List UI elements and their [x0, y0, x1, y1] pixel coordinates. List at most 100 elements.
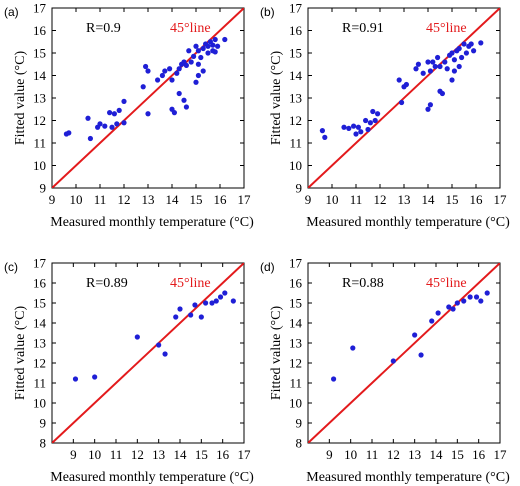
- x-tick-label: 14: [422, 192, 436, 207]
- reference-line-label: 45°line: [170, 21, 211, 36]
- x-axis-title: Measured monthly temperature (°C): [306, 470, 510, 485]
- x-axis-title: Measured monthly temperature (°C): [50, 470, 254, 485]
- y-tick-label: 17: [289, 1, 303, 16]
- data-point: [425, 59, 431, 65]
- x-tick-label: 9: [49, 192, 56, 207]
- data-point: [212, 36, 218, 43]
- data-point: [145, 111, 151, 117]
- data-point: [188, 59, 194, 65]
- data-point: [107, 110, 113, 116]
- x-tick-label: 17: [494, 447, 508, 462]
- x-tick-label: 13: [398, 192, 411, 207]
- panel-label: (a): [4, 5, 19, 19]
- reference-line-45: [52, 263, 244, 443]
- x-tick-label: 16: [470, 192, 484, 207]
- x-tick-label: 17: [238, 447, 252, 462]
- panel-label: (d): [260, 260, 275, 274]
- x-tick-label: 17: [238, 192, 252, 207]
- data-point: [353, 131, 359, 137]
- data-point: [425, 106, 431, 112]
- y-tick-label: 8: [296, 436, 303, 451]
- y-tick-label: 15: [289, 46, 302, 61]
- data-point: [174, 70, 180, 76]
- y-tick-label: 13: [33, 91, 46, 106]
- x-tick-label: 13: [408, 447, 421, 462]
- data-point: [456, 63, 462, 70]
- data-point: [415, 61, 421, 67]
- data-point: [463, 50, 469, 56]
- data-point: [467, 294, 473, 300]
- y-tick-label: 14: [33, 316, 47, 331]
- x-tick-label: 12: [374, 192, 387, 207]
- data-point: [191, 53, 197, 59]
- x-tick-label: 14: [166, 192, 180, 207]
- reference-line-label: 45°line: [426, 276, 467, 291]
- x-tick-label: 15: [190, 192, 203, 207]
- y-tick-label: 17: [289, 256, 303, 271]
- data-point: [213, 298, 219, 304]
- data-point: [116, 107, 122, 113]
- data-point: [473, 294, 480, 300]
- data-point: [176, 90, 182, 97]
- data-point: [399, 99, 405, 106]
- data-point: [456, 45, 462, 52]
- data-point: [370, 108, 376, 115]
- data-point: [145, 68, 151, 74]
- data-point: [193, 43, 199, 49]
- correlation-label: R=0.9: [86, 21, 121, 36]
- y-tick-label: 16: [33, 276, 47, 291]
- data-point: [183, 104, 189, 110]
- data-point: [198, 314, 204, 320]
- data-point: [217, 294, 224, 300]
- reference-line-label: 45°line: [170, 276, 211, 291]
- data-point: [192, 302, 198, 308]
- y-tick-label: 17: [33, 1, 47, 16]
- y-tick-label: 10: [33, 158, 46, 173]
- y-axis-title: Fitted value (°C): [13, 51, 28, 146]
- x-tick-label: 9: [326, 447, 333, 462]
- data-point: [372, 117, 378, 124]
- x-tick-label: 11: [350, 192, 363, 207]
- data-point: [450, 306, 456, 312]
- data-point: [92, 374, 98, 380]
- y-tick-label: 10: [289, 158, 302, 173]
- data-point: [439, 90, 445, 97]
- data-point: [173, 314, 179, 320]
- x-tick-label: 13: [142, 192, 155, 207]
- data-point: [200, 45, 206, 52]
- data-point: [193, 79, 199, 85]
- data-point: [109, 124, 115, 130]
- data-point: [198, 54, 204, 61]
- data-point: [403, 81, 409, 88]
- data-point: [156, 342, 162, 348]
- data-point: [435, 310, 441, 316]
- y-tick-label: 14: [289, 68, 303, 83]
- x-tick-label: 13: [152, 447, 165, 462]
- y-tick-label: 12: [33, 113, 46, 128]
- x-tick-label: 10: [344, 447, 357, 462]
- data-point: [363, 117, 369, 124]
- data-point: [446, 304, 452, 310]
- y-tick-label: 16: [33, 23, 47, 38]
- data-point: [186, 48, 192, 54]
- x-tick-label: 11: [366, 447, 379, 462]
- data-point: [346, 125, 352, 131]
- data-point: [85, 115, 91, 121]
- y-tick-label: 13: [289, 91, 302, 106]
- y-tick-label: 8: [40, 436, 47, 451]
- data-point: [454, 300, 460, 306]
- chart-panel-d: 9 10 11 12 13 14 15 16 17 8 9 10 11 12 13 14 15 16 17 R=0.8…: [260, 256, 510, 486]
- x-tick-label: 17: [494, 192, 508, 207]
- x-tick-label: 15: [195, 447, 208, 462]
- y-tick-label: 17: [33, 256, 47, 271]
- y-tick-label: 15: [289, 296, 302, 311]
- data-point: [412, 332, 418, 338]
- correlation-label: R=0.88: [342, 276, 384, 291]
- data-point: [484, 290, 490, 296]
- y-tick-label: 11: [33, 376, 46, 391]
- data-point: [177, 306, 183, 312]
- correlation-label: R=0.91: [342, 21, 384, 36]
- x-tick-label: 14: [430, 447, 444, 462]
- data-point: [102, 123, 108, 129]
